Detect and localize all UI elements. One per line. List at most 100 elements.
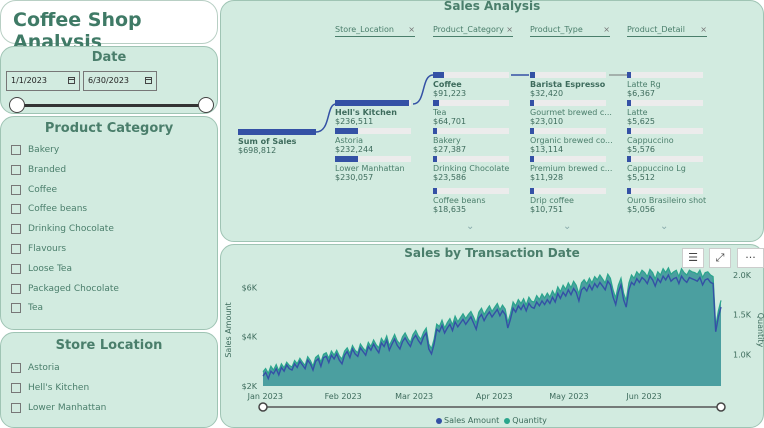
node-bar-track xyxy=(530,100,606,106)
sales-analysis-decomposition-tree: Sales Analysis Store_Location × Product_Ca… xyxy=(220,0,764,242)
node-bar-track xyxy=(627,72,703,78)
node-bar xyxy=(530,156,534,162)
category-item[interactable]: Coffee beans xyxy=(11,202,87,216)
category-item[interactable]: Branded xyxy=(11,163,66,177)
chart-range-end-handle[interactable] xyxy=(716,402,726,412)
checkbox[interactable] xyxy=(11,204,21,215)
decomp-node[interactable]: Gourmet brewed c... $23,010 xyxy=(530,100,612,126)
column-header[interactable]: Product_Category × xyxy=(433,25,513,37)
decomposition-connectors xyxy=(315,74,627,133)
x-tick-label: Apr 2023 xyxy=(476,392,513,401)
category-item[interactable]: Bakery xyxy=(11,143,59,157)
checkbox[interactable] xyxy=(11,244,21,254)
node-label: Lower Manhattan xyxy=(335,164,405,173)
detail-scroll-down-icon[interactable]: ⌄ xyxy=(660,221,669,232)
date-range-end-handle[interactable] xyxy=(198,97,214,113)
decomp-node[interactable]: Ouro Brasileiro shot $5,056 xyxy=(627,188,706,214)
category-item[interactable]: Flavours xyxy=(11,242,66,256)
calendar-icon[interactable] xyxy=(145,77,152,84)
decomp-node[interactable]: Latte Rg $6,367 xyxy=(627,72,703,98)
decomp-node[interactable]: Tea $64,701 xyxy=(433,100,509,126)
node-label: Premium brewed c... xyxy=(530,164,613,173)
x-tick-label: Jan 2023 xyxy=(247,392,283,401)
remove-level-icon[interactable]: × xyxy=(700,25,707,34)
checkbox[interactable] xyxy=(11,363,21,373)
remove-level-icon[interactable]: × xyxy=(506,25,513,34)
store-label: Astoria xyxy=(28,363,60,373)
decomp-node[interactable]: Latte $5,625 xyxy=(627,100,703,126)
column-header-label: Store_Location xyxy=(335,25,394,34)
node-bar-track xyxy=(530,128,606,134)
root-label: Sum of Sales xyxy=(238,137,297,146)
y-tick-label: $2K xyxy=(242,382,258,391)
store-item[interactable]: Astoria xyxy=(11,361,60,375)
decomp-node[interactable]: Coffee $91,223 xyxy=(433,72,509,98)
node-value: $5,625 xyxy=(627,117,655,126)
column-header[interactable]: Store_Location × xyxy=(335,25,415,37)
decomp-node[interactable]: Astoria $232,244 xyxy=(335,128,411,154)
checkbox[interactable] xyxy=(11,145,21,155)
node-bar-track xyxy=(627,128,703,134)
calendar-icon[interactable] xyxy=(68,77,75,84)
node-bar xyxy=(530,100,534,106)
date-range-track[interactable] xyxy=(15,104,207,107)
y2-axis-title: Quantity xyxy=(756,313,764,348)
chart-range-start-handle[interactable] xyxy=(258,402,268,412)
checkbox[interactable] xyxy=(11,283,21,294)
remove-level-icon[interactable]: × xyxy=(408,25,415,34)
filter-icon[interactable]: ☰ xyxy=(682,248,704,268)
y-tick-label: $6K xyxy=(242,283,258,292)
category-item[interactable]: Drinking Chocolate xyxy=(11,222,114,236)
checkbox[interactable] xyxy=(11,403,21,413)
category-item[interactable]: Packaged Chocolate xyxy=(11,282,119,296)
column-header[interactable]: Product_Type × xyxy=(530,25,610,37)
checkbox[interactable] xyxy=(11,224,21,235)
decomp-root-node[interactable]: Sum of Sales $698,812 xyxy=(238,129,316,155)
sales-by-date-chart: Sales by Transaction Date ☰ ⤢ ··· $2K $4K… xyxy=(220,244,764,428)
date-slicer: Date 1/1/2023 6/30/2023 xyxy=(0,46,218,114)
date-range-start-handle[interactable] xyxy=(9,97,25,113)
focus-mode-icon[interactable]: ⤢ xyxy=(709,248,731,268)
checkbox[interactable] xyxy=(11,303,21,314)
node-bar-track xyxy=(433,72,509,78)
start-date-input[interactable]: 1/1/2023 xyxy=(6,71,80,91)
column-header[interactable]: Product_Detail × xyxy=(627,25,707,37)
decomp-node[interactable]: Premium brewed c... $11,928 xyxy=(530,156,612,182)
decomp-node[interactable]: Coffee beans $18,635 xyxy=(433,188,509,214)
checkbox[interactable] xyxy=(11,263,21,274)
category-item[interactable]: Loose Tea xyxy=(11,262,72,276)
decomp-node[interactable]: Drinking Chocolate $23,586 xyxy=(433,156,509,182)
decomp-node[interactable]: Barista Espresso $32,420 xyxy=(530,72,606,98)
start-date-value: 1/1/2023 xyxy=(11,76,47,85)
node-label: Bakery xyxy=(433,136,461,145)
store-item[interactable]: Lower Manhattan xyxy=(11,401,106,415)
decomp-node[interactable]: Cappuccino $5,576 xyxy=(627,128,703,154)
remove-level-icon[interactable]: × xyxy=(603,25,610,34)
node-bar-track xyxy=(433,188,509,194)
decomp-node[interactable]: Lower Manhattan $230,057 xyxy=(335,156,411,182)
node-bar xyxy=(530,128,534,134)
store-item[interactable]: Hell's Kitchen xyxy=(11,381,89,395)
category-scroll-down-icon[interactable]: ⌄ xyxy=(466,221,475,232)
node-value: $236,511 xyxy=(335,117,374,126)
root-bar xyxy=(238,129,316,135)
type-scroll-down-icon[interactable]: ⌄ xyxy=(563,221,572,232)
decomp-node[interactable]: Drip coffee $10,751 xyxy=(530,188,606,214)
end-date-input[interactable]: 6/30/2023 xyxy=(83,71,157,91)
decomp-node[interactable]: Hell's Kitchen $236,511 xyxy=(335,100,411,126)
category-item[interactable]: Tea xyxy=(11,301,43,315)
node-value: $230,057 xyxy=(335,173,374,182)
decomp-node[interactable]: Cappuccino Lg $5,512 xyxy=(627,156,703,182)
store-location-slicer: Store Location Astoria Hell's Kitchen Lowe… xyxy=(0,332,218,428)
checkbox[interactable] xyxy=(11,184,21,195)
y-tick-label: $4K xyxy=(242,333,258,342)
checkbox[interactable] xyxy=(11,164,21,175)
y2-tick-label: 2.0K xyxy=(733,271,752,280)
decomp-node[interactable]: Bakery $27,387 xyxy=(433,128,509,154)
category-item[interactable]: Coffee xyxy=(11,183,57,197)
checkbox[interactable] xyxy=(11,383,21,393)
decomp-node[interactable]: Organic brewed co... $13,114 xyxy=(530,128,613,154)
connector-root-hells-kitchen xyxy=(315,103,337,133)
y2-tick-label: 1.5K xyxy=(733,311,752,320)
node-bar xyxy=(627,100,631,106)
